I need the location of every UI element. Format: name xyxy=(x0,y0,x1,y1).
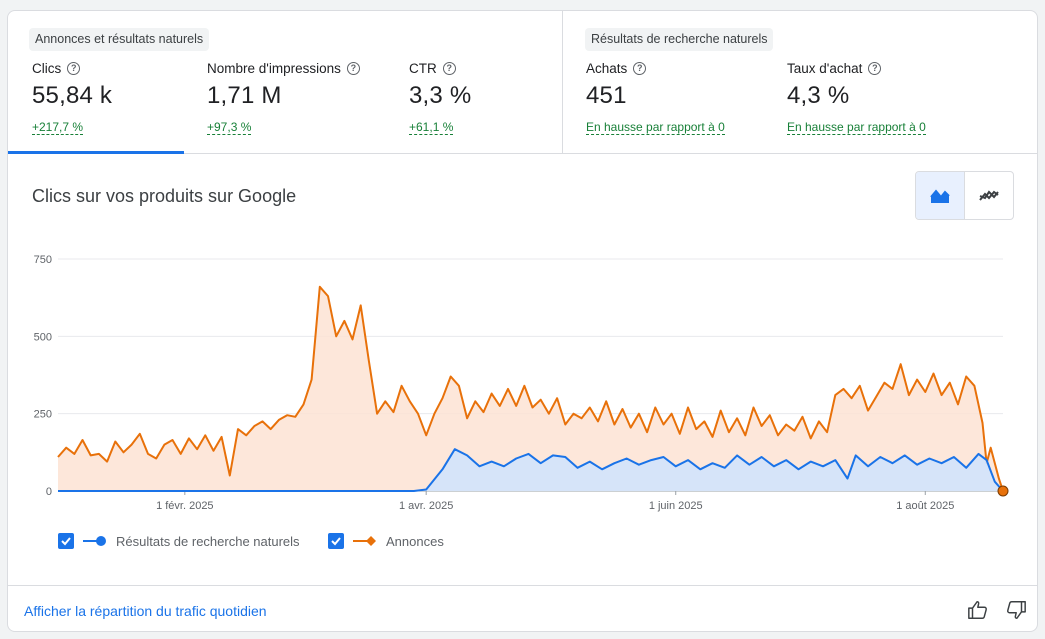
chart-title: Clics sur vos produits sur Google xyxy=(32,186,297,206)
y-tick-label: 0 xyxy=(46,486,52,498)
y-tick-label: 250 xyxy=(34,409,52,421)
metric-purchase-rate[interactable]: Taux d'achat? 4,3 % En hausse par rappor… xyxy=(787,59,926,136)
clicks-chart: 0 250 500 750 1 févr. 2025 1 avr. 2025 1 juin … xyxy=(34,254,1009,512)
metric-change[interactable]: +97,3 % xyxy=(207,120,252,135)
series-line-ads xyxy=(57,285,1004,492)
metric-purchases[interactable]: Achats? 451 En hausse par rapport à 0 xyxy=(586,59,725,136)
y-tick-label: 750 xyxy=(34,254,52,266)
chart-type-toggle xyxy=(915,171,1014,220)
help-icon[interactable]: ? xyxy=(442,61,456,75)
line-chart-icon xyxy=(978,189,999,201)
legend-checkbox[interactable] xyxy=(58,533,74,549)
thumbs-up-icon[interactable] xyxy=(967,599,989,621)
metric-label: Clics xyxy=(32,60,62,76)
active-metric-indicator xyxy=(8,151,184,154)
series-line-organic xyxy=(58,448,1004,492)
metric-label: Achats xyxy=(586,60,628,76)
group-divider xyxy=(562,11,563,154)
metric-label: Taux d'achat xyxy=(787,60,863,76)
metric-value: 3,3 % xyxy=(409,82,472,109)
x-tick-label: 1 août 2025 xyxy=(896,500,954,512)
daily-traffic-link[interactable]: Afficher la répartition du trafic quotid… xyxy=(24,603,267,619)
check-icon xyxy=(61,537,71,546)
metric-value: 451 xyxy=(586,82,627,109)
metric-impressions[interactable]: Nombre d'impressions? 1,71 M +97,3 % xyxy=(207,59,360,136)
series-area-organic xyxy=(58,449,1003,491)
y-tick-label: 500 xyxy=(34,331,52,343)
series-area-ads xyxy=(58,286,1003,491)
metric-value: 1,71 M xyxy=(207,82,282,109)
legend-item-ads[interactable]: Annonces xyxy=(328,533,444,549)
legend-checkbox[interactable] xyxy=(328,533,344,549)
help-icon[interactable]: ? xyxy=(633,61,647,75)
metric-value: 55,84 k xyxy=(32,82,113,109)
x-tick-label: 1 févr. 2025 xyxy=(156,500,214,512)
x-tick-label: 1 juin 2025 xyxy=(649,500,703,512)
metric-change[interactable]: +61,1 % xyxy=(409,120,454,135)
thumbs-down-icon[interactable] xyxy=(1005,599,1027,621)
metric-change[interactable]: En hausse par rapport à 0 xyxy=(586,120,725,135)
legend-item-organic[interactable]: Résultats de recherche naturels xyxy=(58,533,300,549)
metric-clicks[interactable]: Clics? 55,84 k +217,7 % xyxy=(32,59,112,136)
metric-change[interactable]: +217,7 % xyxy=(32,120,84,135)
help-icon[interactable]: ? xyxy=(67,61,81,75)
area-chart-icon xyxy=(929,188,950,203)
legend-label: Annonces xyxy=(386,533,444,549)
x-tick-label: 1 avr. 2025 xyxy=(399,500,453,512)
metric-ctr[interactable]: CTR? 3,3 % +61,1 % xyxy=(409,59,471,136)
legend-marker-diamond-icon xyxy=(353,536,376,546)
series-end-point xyxy=(997,485,1009,497)
metric-label: CTR xyxy=(409,60,437,76)
metric-label: Nombre d'impressions xyxy=(207,60,341,76)
check-icon xyxy=(331,537,341,546)
legend-label: Résultats de recherche naturels xyxy=(116,533,300,549)
line-chart-button[interactable] xyxy=(965,172,1014,219)
metrics-header: Annonces et résultats naturels Résultats… xyxy=(8,11,1037,154)
area-chart-button[interactable] xyxy=(916,172,965,219)
group-chip-organic: Résultats de recherche naturels xyxy=(585,28,774,51)
group-chip-ads-and-organic: Annonces et résultats naturels xyxy=(29,28,210,51)
metric-value: 4,3 % xyxy=(787,82,850,109)
metric-change[interactable]: En hausse par rapport à 0 xyxy=(787,120,926,135)
card-footer: Afficher la répartition du trafic quotid… xyxy=(8,585,1037,631)
legend-marker-circle-icon xyxy=(83,536,106,546)
help-icon[interactable]: ? xyxy=(346,61,360,75)
performance-card: Annonces et résultats naturels Résultats… xyxy=(7,10,1038,632)
help-icon[interactable]: ? xyxy=(868,61,882,75)
